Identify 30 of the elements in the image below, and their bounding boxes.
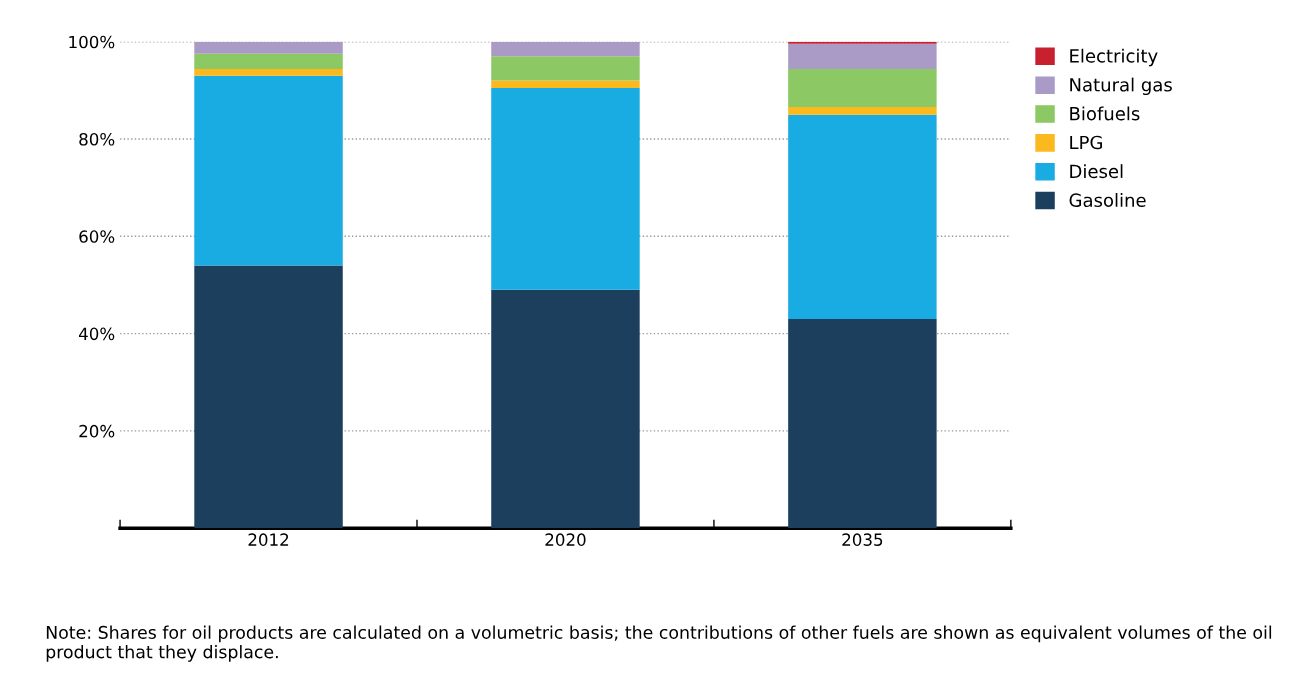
legend-label: Diesel [1070, 164, 1123, 179]
legend-label: Biofuels [1070, 106, 1140, 121]
x-tick-label: 2020 [545, 533, 586, 546]
bar [788, 43, 937, 69]
y-tick-label: 60% [79, 230, 115, 243]
y-tick-label: 20% [79, 424, 115, 438]
bar [788, 114, 937, 320]
y-tick-label: 100% [69, 35, 115, 49]
bar [194, 265, 343, 529]
bar [788, 106, 937, 115]
bar [194, 53, 343, 69]
bar [491, 289, 640, 529]
bar [194, 41, 343, 54]
text: Note: Shares for oil products are calculated on a volumetric basis; the contributions of other fuels are shown as equivalent volumes of the oil product that they displace. [46, 625, 1272, 662]
bar [491, 87, 640, 290]
bar [491, 41, 640, 57]
legend-label: LPG [1070, 135, 1102, 150]
y-tick-label: 40% [78, 327, 115, 341]
bar [194, 75, 343, 266]
y-tick-label: 80% [79, 132, 115, 146]
bar [788, 319, 937, 529]
legend-label: Gasoline [1069, 193, 1146, 207]
legend-label: Electricity [1070, 48, 1158, 67]
legend-label: Natural gas [1070, 77, 1172, 96]
bar [491, 80, 640, 88]
bar [491, 56, 640, 81]
bar [788, 68, 937, 107]
x-tick-label: 2035 [842, 533, 883, 546]
bar [194, 68, 343, 76]
x-tick-label: 2012 [248, 533, 289, 546]
